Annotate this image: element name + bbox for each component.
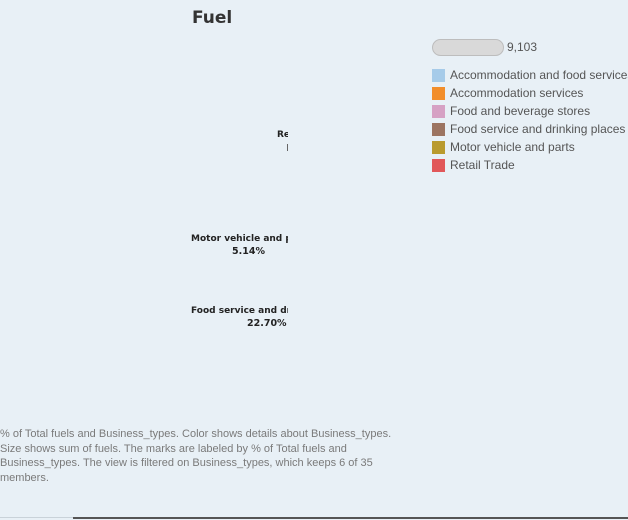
legend-item[interactable]: Food and beverage stores (432, 102, 628, 120)
legend-item[interactable]: Retail Trade (432, 156, 628, 174)
legend-swatch (432, 158, 445, 172)
mark-percent-stub (287, 144, 288, 151)
legend-label: Accommodation services (450, 86, 584, 100)
mark-food-service[interactable]: Food service and drin 22.70% (191, 306, 288, 329)
size-legend-shape (432, 38, 504, 56)
mark-percent: 5.14% (232, 246, 265, 257)
legend-item[interactable]: Accommodation services (432, 84, 628, 102)
chart-title: Fuel (192, 8, 233, 28)
legend-label: Food and beverage stores (450, 104, 591, 118)
mark-label: Food service and drin (191, 306, 288, 316)
size-legend-value: 9,103 (507, 40, 538, 54)
legend-label: Food service and drinking places (450, 122, 626, 136)
legend-swatch (432, 68, 445, 82)
legend-label: Accommodation and food services (450, 68, 628, 82)
mark-label: Motor vehicle and pa (191, 234, 288, 244)
scrollbar[interactable] (73, 517, 628, 519)
legend-swatch (432, 122, 445, 136)
caption: % of Total fuels and Business_types. Col… (0, 428, 392, 484)
color-legend: Accommodation and food services Accommod… (432, 66, 628, 174)
legend-label: Retail Trade (450, 158, 515, 172)
legend-item[interactable]: Accommodation and food services (432, 66, 628, 84)
mark-label: Re (277, 130, 288, 140)
legend-swatch (432, 104, 445, 118)
legend-swatch (432, 86, 445, 100)
legend-label: Motor vehicle and parts (450, 140, 575, 154)
legend-item[interactable]: Food service and drinking places (432, 120, 628, 138)
mark-percent: 22.70% (247, 318, 287, 329)
legend-swatch (432, 140, 445, 154)
size-legend: 9,103 (432, 37, 537, 57)
legend-item[interactable]: Motor vehicle and parts (432, 138, 628, 156)
mark-motor-vehicle[interactable]: Motor vehicle and pa 5.14% (191, 234, 288, 257)
mark-retail-trade[interactable]: Re (277, 130, 288, 151)
